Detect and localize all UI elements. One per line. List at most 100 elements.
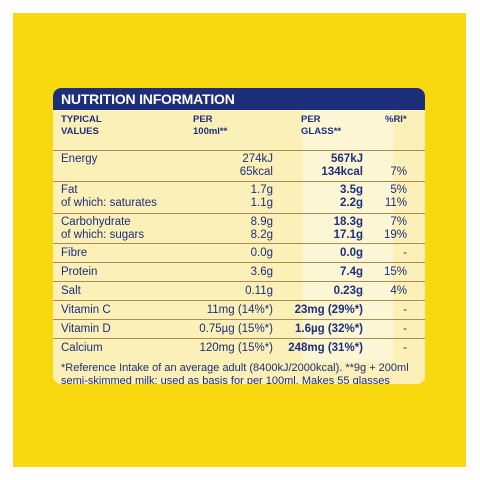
per-100ml-value: 120mg (15%*) [199, 342, 273, 355]
nutrient-label-line: Vitamin D [61, 323, 111, 335]
per-glass-value: 3.5g 2.2g [340, 184, 363, 209]
nutrient-label-line: Fat [61, 184, 78, 196]
header-100ml: 100ml** [193, 126, 228, 137]
ri-value: 7% 19% [384, 216, 407, 241]
per-100ml-value: 8.9g 8.2g [251, 216, 273, 241]
per-glass-value-line: 1.6µg (32%*) [295, 323, 363, 335]
header-percent-ri: %RI* [385, 114, 407, 125]
per-100ml-value: 0.0g [251, 247, 273, 260]
per-glass-value-line: 0.23g [333, 285, 363, 297]
header-values: VALUES [61, 126, 99, 137]
ri-value-line: 5% [390, 184, 407, 196]
ri-value: - [403, 304, 407, 317]
nutrient-label: Calcium [61, 342, 103, 355]
nutrient-label: Fat of which: saturates [61, 184, 157, 209]
nutrient-label-line: Carbohydrate [61, 216, 131, 228]
table-row: Carbohydrate of which: sugars 8.9g 8.2g 18.3… [53, 213, 425, 243]
nutrient-label-line: Energy [61, 153, 98, 165]
header-per-100ml: PER 100ml** [193, 114, 227, 138]
ri-value-line: 15% [383, 266, 407, 278]
nutrition-panel: NUTRITION INFORMATION TYPICAL VALUES PER… [53, 88, 425, 384]
ri-value-line: - [403, 247, 407, 259]
per-100ml-value-line: 11mg (14%*) [206, 304, 273, 316]
per-100ml-value-line: 120mg (15%*) [199, 342, 273, 354]
ri-value: - [403, 342, 407, 355]
per-glass-value: 0.23g [334, 285, 363, 298]
per-glass-value-line: 23mg (29%*) [294, 304, 363, 316]
ri-value-line [390, 153, 407, 166]
ri-value: 4% [390, 285, 407, 298]
header-per: PER [301, 114, 321, 125]
per-glass-value: 567kJ 134kcal [321, 153, 363, 178]
per-glass-value-line: 567kJ [331, 153, 363, 165]
per-glass-value-line: 17.1g [333, 228, 363, 241]
nutrient-label-line: Calcium [61, 342, 103, 354]
ri-value-line: 4% [390, 285, 407, 297]
per-100ml-value-line: 8.2g [250, 228, 273, 241]
per-glass-value: 7.4g [340, 266, 363, 279]
per-glass-value-line: 2.2g [339, 196, 363, 209]
per-glass-value: 1.6µg (32%*) [295, 323, 363, 336]
per-100ml-value-line: 0.75µg (15%*) [199, 323, 273, 335]
nutrient-label: Protein [61, 266, 97, 279]
per-glass-value: 248mg (31%*) [288, 342, 363, 355]
nutrient-label-line: of which: saturates [61, 196, 157, 209]
per-glass-value: 0.0g [340, 247, 363, 260]
ri-value: 15% [384, 266, 407, 279]
ri-value: - [403, 323, 407, 336]
per-glass-value-line: 134kcal [321, 165, 363, 178]
per-100ml-value-line: 65kcal [239, 165, 273, 178]
table-row: Protein 3.6g 7.4g 15% [53, 262, 425, 281]
table-row: Salt 0.11g 0.23g 4% [53, 281, 425, 300]
table-row: Energy 274kJ 65kcal 567kJ 134kcal 7% [53, 150, 425, 181]
per-100ml-value-line: 274kJ [242, 153, 273, 165]
table-row: Vitamin D 0.75µg (15%*) 1.6µg (32%*) - [53, 319, 425, 338]
per-100ml-value: 3.6g [251, 266, 273, 279]
per-glass-value-line: 7.4g [339, 266, 363, 278]
ri-value-line: - [403, 323, 407, 335]
nutrient-label: Vitamin C [61, 304, 111, 317]
per-glass-value: 23mg (29%*) [295, 304, 363, 317]
header-per-glass: PER GLASS** [301, 114, 341, 138]
header-ri: %RI* [385, 114, 407, 126]
ri-value-line: 7% [390, 165, 407, 178]
ri-value-line: 19% [383, 228, 407, 241]
per-100ml-value-line: 1.7g [250, 184, 273, 196]
nutrient-label: Carbohydrate of which: sugars [61, 216, 144, 241]
per-100ml-value-line: 0.11g [245, 285, 273, 297]
table-row: Fibre 0.0g 0.0g - [53, 243, 425, 262]
per-100ml-value-line: 8.9g [250, 216, 273, 228]
nutrient-label: Fibre [61, 247, 87, 260]
per-100ml-value: 1.7g 1.1g [251, 184, 273, 209]
per-100ml-value-line: 3.6g [250, 266, 273, 278]
header-glass: GLASS** [301, 126, 342, 137]
per-glass-value-line: 18.3g [333, 216, 363, 228]
per-100ml-value: 0.11g [245, 285, 273, 298]
panel-title: NUTRITION INFORMATION [53, 88, 425, 110]
per-glass-column-highlight [303, 110, 393, 362]
per-glass-value-line: 0.0g [339, 247, 363, 259]
ri-value-line: - [403, 304, 407, 316]
nutrient-label: Vitamin D [61, 323, 111, 336]
nutrient-label-line: of which: sugars [61, 228, 145, 241]
ri-value: - [403, 247, 407, 260]
per-100ml-value: 11mg (14%*) [207, 304, 273, 317]
ri-value-line: 11% [384, 196, 407, 209]
per-100ml-value-line: 0.0g [250, 247, 273, 259]
header-typical: TYPICAL [61, 114, 102, 125]
per-100ml-value-line: 1.1g [250, 196, 273, 209]
nutrient-label: Salt [61, 285, 81, 298]
per-glass-value-line: 248mg (31%*) [288, 342, 363, 354]
per-100ml-value: 274kJ 65kcal [240, 153, 273, 178]
per-glass-value-line: 3.5g [339, 184, 363, 196]
ri-value: 7% [390, 153, 407, 178]
nutrient-label-line: Fibre [61, 247, 88, 259]
header-per: PER [193, 114, 213, 125]
nutrient-label-line: Vitamin C [61, 304, 111, 316]
header-typical-values: TYPICAL VALUES [61, 114, 102, 138]
nutrient-label-line: Protein [61, 266, 98, 278]
ri-value-line: - [403, 342, 407, 354]
table-row: Vitamin C 11mg (14%*) 23mg (29%*) - [53, 300, 425, 319]
footnote: *Reference Intake of an average adult (8… [61, 362, 409, 384]
table-row: Calcium 120mg (15%*) 248mg (31%*) - [53, 338, 425, 362]
